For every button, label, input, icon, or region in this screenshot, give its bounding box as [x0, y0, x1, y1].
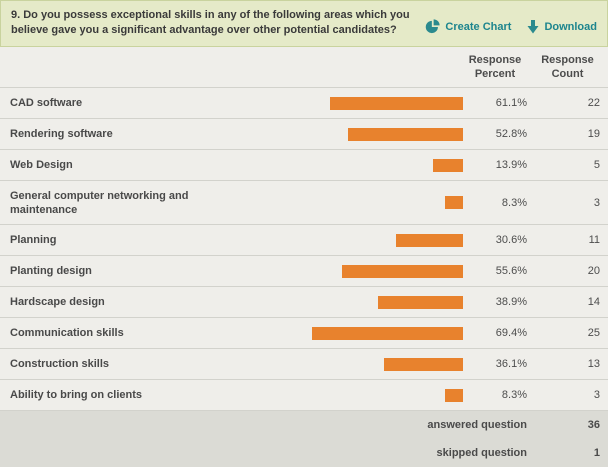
answer-label: Ability to bring on clients — [10, 389, 142, 401]
pie-chart-icon — [425, 19, 441, 34]
response-bar — [444, 196, 463, 209]
answer-label: Construction skills — [10, 358, 110, 370]
answer-label: Planting design — [10, 265, 92, 277]
response-percent: 55.6% — [495, 265, 527, 277]
table-row: Planting design 55.6% 20 — [0, 256, 608, 287]
response-bar-track — [245, 256, 463, 286]
response-count: 13 — [587, 358, 600, 370]
response-bar-track — [245, 380, 463, 410]
answer-label: General computer networking and maintena… — [10, 189, 189, 216]
response-bar — [396, 233, 463, 247]
table-row: General computer networking and maintena… — [0, 181, 608, 225]
table-header-row: Response Percent Response Count — [0, 47, 608, 88]
response-bar — [347, 127, 463, 141]
answer-label: CAD software — [10, 97, 83, 109]
response-count: 25 — [587, 327, 600, 339]
response-bar — [341, 264, 463, 278]
answer-label: Communication skills — [10, 327, 124, 339]
response-percent: 30.6% — [495, 234, 527, 246]
table-summary: answered question 36 skipped question 1 — [0, 411, 608, 467]
table-row: Communication skills 69.4% 25 — [0, 318, 608, 349]
response-percent: 8.3% — [501, 196, 527, 209]
skipped-question-row: skipped question 1 — [0, 439, 608, 467]
response-bar — [311, 326, 463, 340]
table-row: Hardscape design 38.9% 14 — [0, 287, 608, 318]
response-bar-track — [245, 318, 463, 348]
response-count: 20 — [587, 265, 600, 277]
response-bar-track — [245, 349, 463, 379]
response-percent-header: Response Percent — [468, 54, 522, 80]
answered-question-label: answered question — [427, 419, 527, 431]
response-count-header: Response Count — [541, 54, 594, 80]
table-row: Planning 30.6% 11 — [0, 225, 608, 256]
response-percent: 69.4% — [495, 327, 527, 339]
header-actions: Create Chart Download — [425, 8, 597, 41]
answered-question-row: answered question 36 — [0, 411, 608, 439]
response-bar-track — [245, 119, 463, 149]
response-count: 22 — [587, 97, 600, 109]
response-bar — [384, 357, 463, 371]
question-header: 9. Do you possess exceptional skills in … — [0, 0, 608, 47]
table-row: Ability to bring on clients 8.3% 3 — [0, 380, 608, 411]
download-label: Download — [544, 20, 597, 33]
response-percent: 36.1% — [495, 358, 527, 370]
response-percent: 52.8% — [495, 128, 527, 140]
skipped-question-label: skipped question — [436, 447, 527, 459]
table-row: CAD software 61.1% 22 — [0, 88, 608, 119]
response-bar — [444, 388, 463, 402]
response-bar — [329, 96, 463, 110]
response-bar — [432, 158, 463, 172]
response-bar-track — [245, 88, 463, 118]
response-count: 3 — [593, 389, 600, 401]
answer-label: Rendering software — [10, 128, 113, 140]
skipped-question-count: 1 — [593, 447, 600, 459]
create-chart-label: Create Chart — [445, 20, 512, 33]
response-bar-track — [245, 225, 463, 255]
response-percent: 38.9% — [495, 296, 527, 308]
create-chart-button[interactable]: Create Chart — [425, 12, 511, 41]
answered-question-count: 36 — [587, 419, 600, 431]
response-count: 14 — [587, 296, 600, 308]
download-arrow-icon — [527, 19, 539, 34]
response-bar-track — [245, 287, 463, 317]
response-bar-track — [245, 181, 463, 224]
answer-label: Hardscape design — [10, 296, 105, 308]
response-count: 19 — [587, 128, 600, 140]
response-count: 5 — [593, 159, 600, 171]
answer-label: Planning — [10, 234, 57, 246]
table-row: Web Design 13.9% 5 — [0, 150, 608, 181]
response-percent: 13.9% — [495, 159, 527, 171]
response-percent: 61.1% — [495, 97, 527, 109]
response-count: 11 — [588, 234, 600, 246]
table-row: Construction skills 36.1% 13 — [0, 349, 608, 380]
response-bar-track — [245, 150, 463, 180]
question-title: 9. Do you possess exceptional skills in … — [11, 9, 410, 36]
response-count: 3 — [593, 196, 600, 209]
table-row: Rendering software 52.8% 19 — [0, 119, 608, 150]
response-percent: 8.3% — [501, 389, 527, 401]
download-button[interactable]: Download — [527, 12, 597, 41]
response-bar — [378, 295, 463, 309]
answer-label: Web Design — [10, 159, 73, 171]
